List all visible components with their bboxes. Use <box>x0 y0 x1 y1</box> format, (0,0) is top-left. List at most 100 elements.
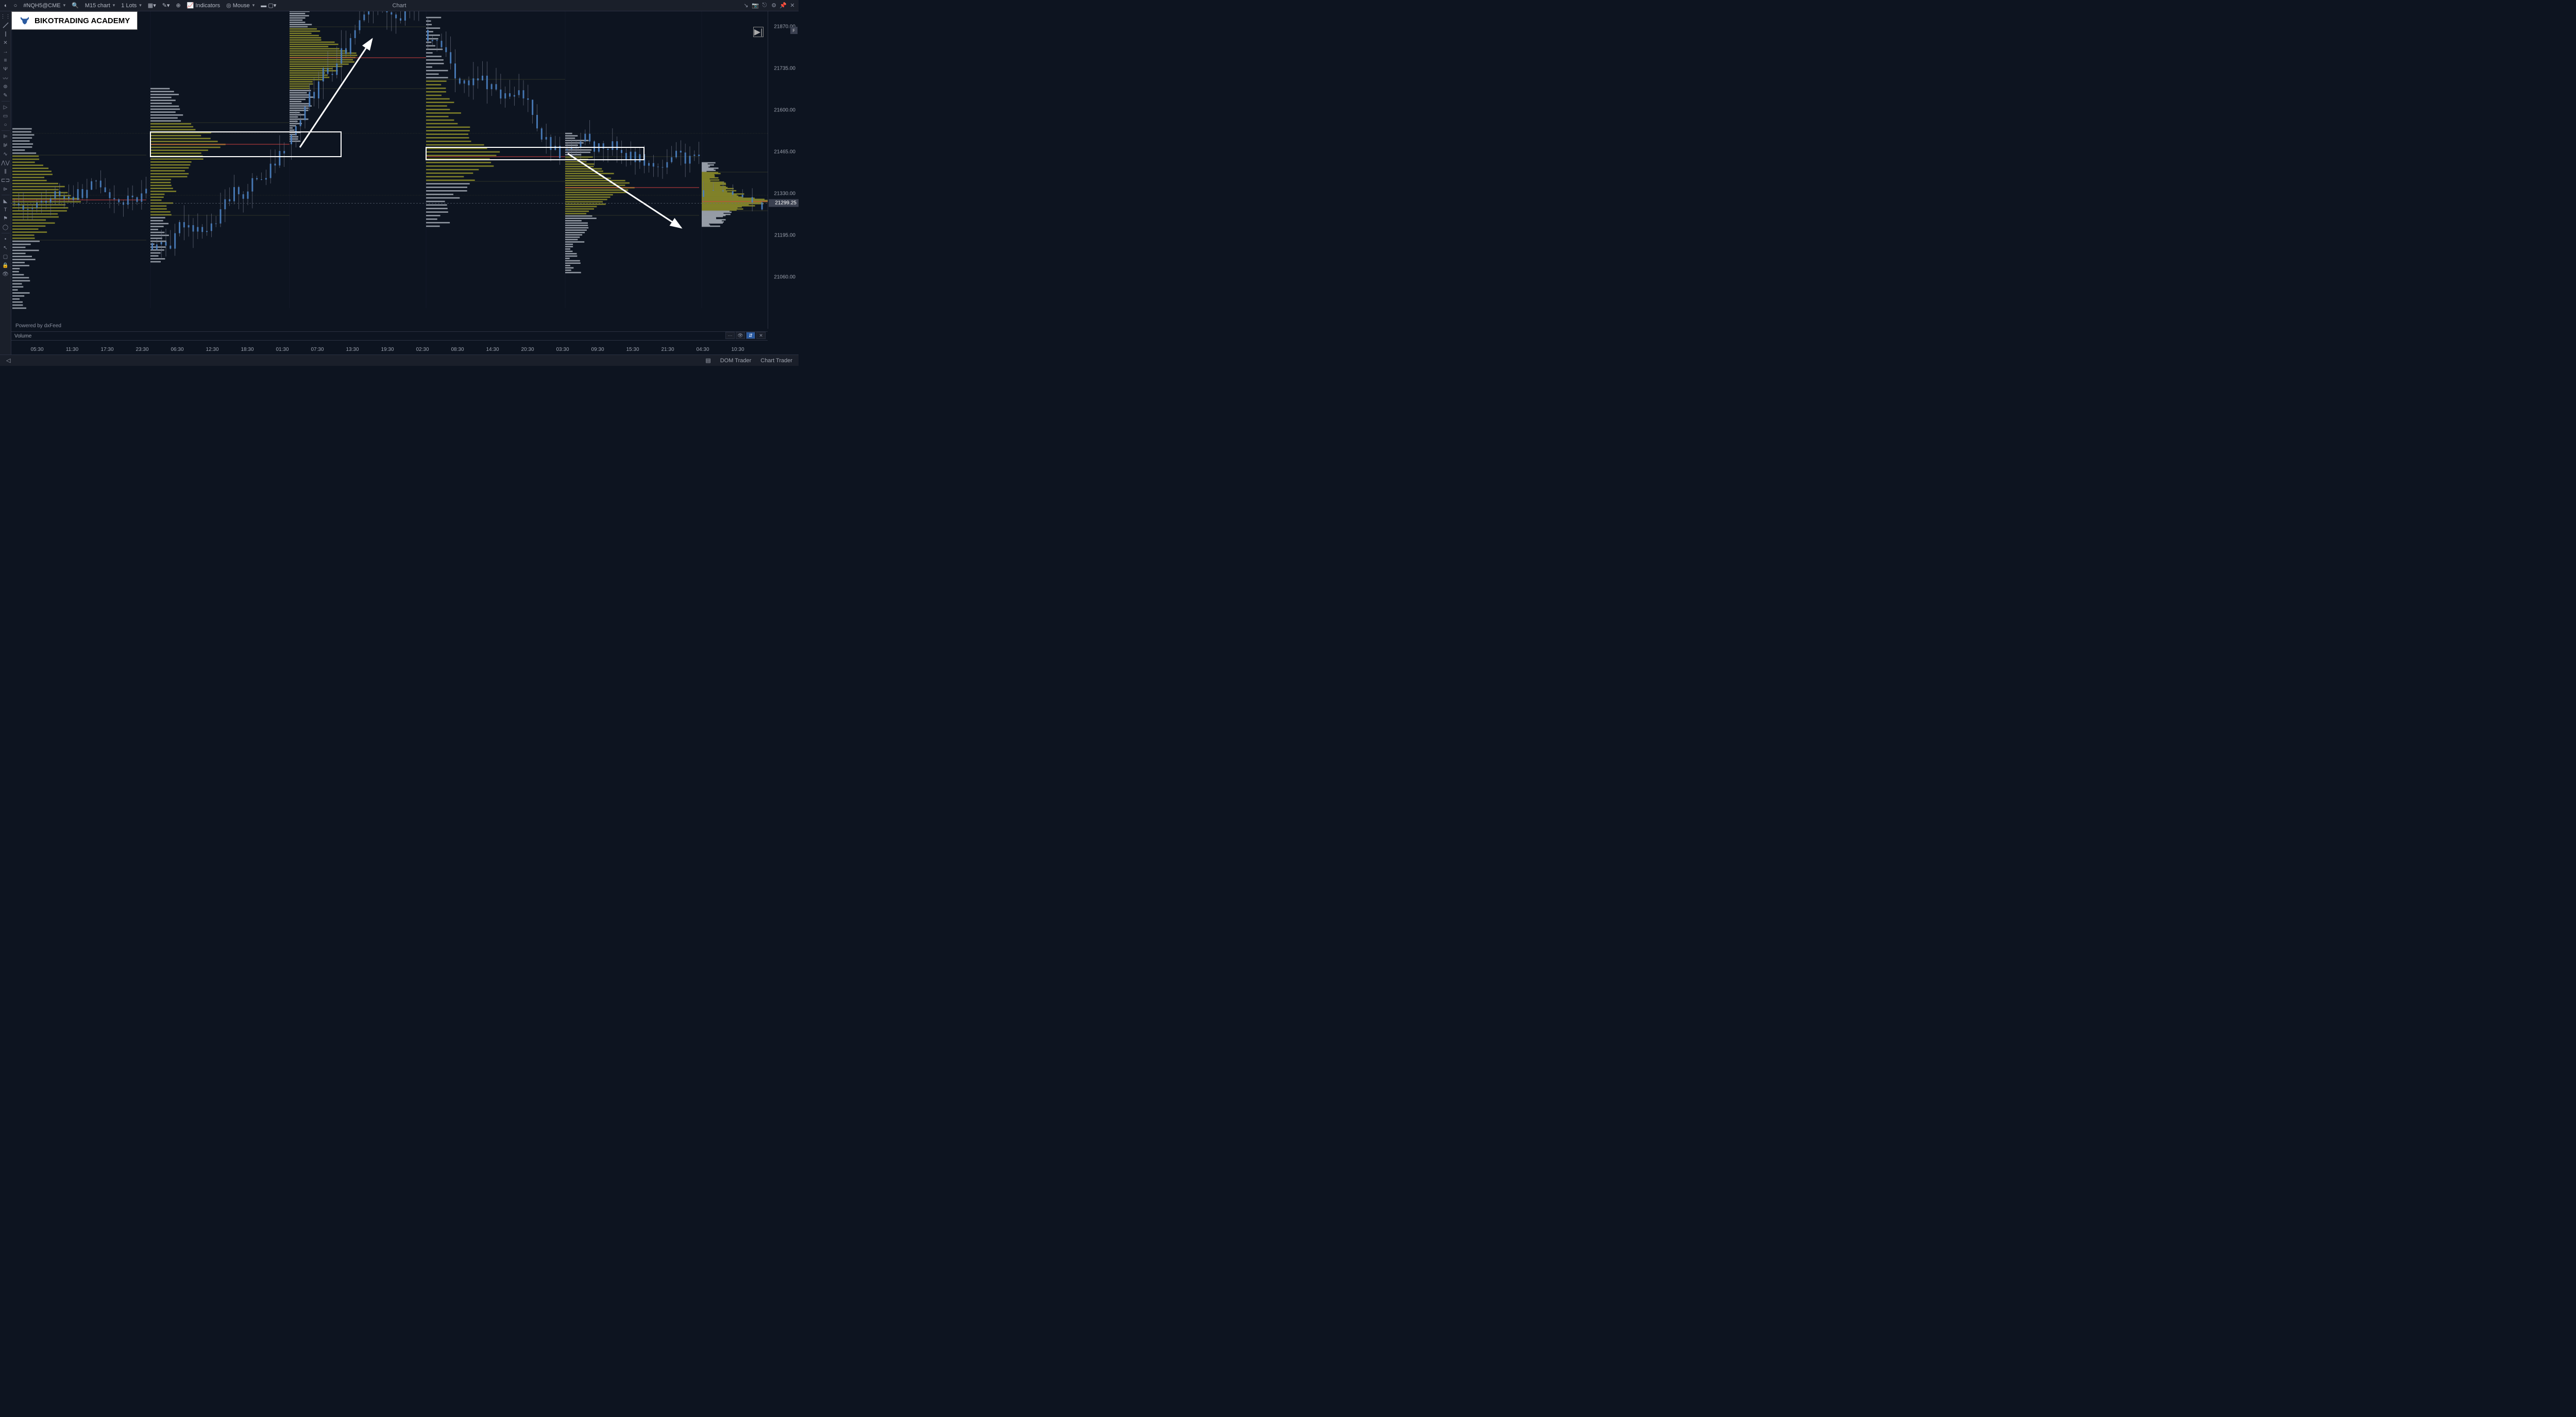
brush-icon[interactable]: 〰 <box>1 74 10 82</box>
projection-icon[interactable]: ⊳ <box>1 185 10 193</box>
ellipse-icon[interactable]: ○ <box>1 121 10 129</box>
volume-label: Volume <box>14 333 31 339</box>
time-tick: 12:30 <box>206 347 218 352</box>
pitchfork-icon[interactable]: Ψ <box>1 65 10 73</box>
time-tick: 07:30 <box>311 347 324 352</box>
freeze-badge[interactable]: F <box>790 27 798 34</box>
time-tick: 15:30 <box>626 347 639 352</box>
triangle-icon[interactable]: ▷ <box>1 103 10 111</box>
edit-icon[interactable]: ✎▾ <box>160 1 172 10</box>
time-tick: 19:30 <box>381 347 394 352</box>
vol-expand-icon[interactable]: ⇵ <box>746 332 755 339</box>
arrow-icon[interactable]: → <box>1 47 10 56</box>
brand-text: BIKOTRADING ACADEMY <box>35 16 130 25</box>
time-tick: 10:30 <box>731 347 744 352</box>
wave-icon[interactable]: ⋀⋁ <box>1 159 10 167</box>
bars-pattern-icon[interactable]: ⫼ <box>1 167 10 176</box>
lots-selector[interactable]: 1 Lots <box>119 1 144 10</box>
collapse-icon[interactable]: ↘ <box>742 2 750 10</box>
grip-icon[interactable]: ⋮⋮ <box>1 12 10 21</box>
window-controls: ↘ 📷 ⎋ ⚙ 📌 ✕ <box>742 2 796 10</box>
record-icon[interactable]: ○ <box>12 1 20 10</box>
search-icon[interactable]: 🔍 <box>70 1 81 10</box>
price-tick: 21735.00 <box>774 66 795 72</box>
circle-icon[interactable]: ◯ <box>1 223 10 231</box>
time-tick: 13:30 <box>346 347 359 352</box>
square-icon[interactable]: ▢ <box>1 252 10 261</box>
time-tick: 03:30 <box>556 347 569 352</box>
play-forward-icon[interactable]: ▶| <box>753 27 764 37</box>
dom-trader-button[interactable]: DOM Trader <box>717 358 755 364</box>
rect-icon[interactable]: ▭ <box>1 112 10 120</box>
lock-icon[interactable]: 🔒 <box>1 261 10 269</box>
bull-icon <box>19 15 30 26</box>
time-tick: 09:30 <box>591 347 604 352</box>
fib-icon[interactable]: ⊫ <box>1 132 10 141</box>
window-title: Chart <box>393 3 406 9</box>
powered-by: Powered by dxFeed <box>15 323 61 329</box>
pointer-icon[interactable]: ↖ <box>1 244 10 252</box>
time-tick: 20:30 <box>521 347 534 352</box>
price-tick: 21330.00 <box>774 191 795 197</box>
indicators-label: Indicators <box>195 3 220 9</box>
cross-icon[interactable]: ✕ <box>1 39 10 47</box>
price-tick: 21195.00 <box>774 233 795 239</box>
close-icon[interactable]: ✕ <box>788 2 796 10</box>
camera-icon[interactable]: 📷 <box>751 2 759 10</box>
volume-panel-separator <box>11 331 768 332</box>
horiz-line-icon[interactable]: ≡ <box>1 56 10 64</box>
link-icon[interactable]: ⎋ <box>760 2 769 10</box>
panels-icon[interactable]: ▬ ▢▾ <box>259 1 278 10</box>
pattern-icon[interactable]: ∿ <box>1 150 10 158</box>
time-tick: 14:30 <box>486 347 499 352</box>
current-price-badge: 21299.25 <box>769 199 799 207</box>
flag-icon[interactable]: ⚑ <box>1 214 10 223</box>
status-bar: ◁ ▤ DOM Trader Chart Trader <box>0 355 799 366</box>
vol-eye-icon[interactable]: 👁 <box>736 332 745 339</box>
indicators-button[interactable]: 📈 Indicators <box>185 1 222 10</box>
range-icon[interactable]: ⊏⊐ <box>1 176 10 184</box>
panel-toggle-icon[interactable]: ▤ <box>702 357 714 364</box>
anchor-icon[interactable]: ⊚ <box>1 82 10 91</box>
dot-icon[interactable]: • <box>1 235 10 243</box>
time-tick: 06:30 <box>171 347 183 352</box>
price-tick: 21465.00 <box>774 149 795 155</box>
text-icon[interactable]: T <box>1 206 10 214</box>
time-tick: 17:30 <box>100 347 113 352</box>
time-tick: 18:30 <box>241 347 253 352</box>
symbol-selector[interactable]: #NQH5@CME <box>21 1 67 10</box>
eye-icon[interactable]: 👁 <box>1 270 10 278</box>
time-tick: 08:30 <box>451 347 464 352</box>
vol-close-icon[interactable]: ✕ <box>756 332 766 339</box>
gear-icon[interactable]: ⚙ <box>770 2 778 10</box>
price-scale[interactable]: 21870.0021735.0021600.0021465.0021330.00… <box>768 11 799 329</box>
time-tick: 02:30 <box>416 347 429 352</box>
left-nav-icon[interactable]: ◁ <box>3 357 13 364</box>
time-scale[interactable]: 05:3011:3017:3023:3006:3012:3018:3001:30… <box>11 340 768 355</box>
mouse-mode[interactable]: ◎ Mouse <box>224 1 257 10</box>
price-tick: 21060.00 <box>774 275 795 280</box>
time-tick: 01:30 <box>276 347 289 352</box>
chart-canvas[interactable] <box>11 11 768 331</box>
time-tick: 21:30 <box>661 347 674 352</box>
zoom-icon[interactable]: ⊕ <box>174 1 182 10</box>
brand-logo: BIKOTRADING ACADEMY <box>11 11 138 30</box>
app-menu-icon[interactable]: ◐ <box>2 1 10 10</box>
pencil-icon[interactable]: ✎ <box>1 91 10 99</box>
drawing-toolbar: ⋮⋮ ✕ → ≡ Ψ 〰 ⊚ ✎ ▷ ▭ ○ ⊫ ⊯ ∿ ⋀⋁ ⫼ ⊏⊐ ⊳ ◣… <box>0 11 11 355</box>
time-tick: 11:30 <box>66 347 78 352</box>
layout-icon[interactable]: ▦▾ <box>146 1 158 10</box>
pin-icon[interactable]: 📌 <box>779 2 787 10</box>
gann-icon[interactable]: ⊯ <box>1 141 10 149</box>
vertical-line-icon[interactable] <box>1 30 10 38</box>
chart-area[interactable]: ▶| F 21870.0021735.0021600.0021465.00213… <box>11 11 799 355</box>
trend-line-icon[interactable] <box>1 21 10 29</box>
chart-trader-button[interactable]: Chart Trader <box>757 358 795 364</box>
price-tick: 21600.00 <box>774 108 795 113</box>
mouse-label: Mouse <box>233 3 250 9</box>
top-toolbar: ◐ ○ #NQH5@CME 🔍 M15 chart 1 Lots ▦▾ ✎▾ ⊕… <box>0 0 799 11</box>
volume-panel-controls: ⋯ 👁 ⇵ ✕ <box>725 332 766 339</box>
vol-menu-icon[interactable]: ⋯ <box>725 332 735 339</box>
tag-up-icon[interactable]: ◣ <box>1 197 10 205</box>
timeframe-selector[interactable]: M15 chart <box>83 1 117 10</box>
